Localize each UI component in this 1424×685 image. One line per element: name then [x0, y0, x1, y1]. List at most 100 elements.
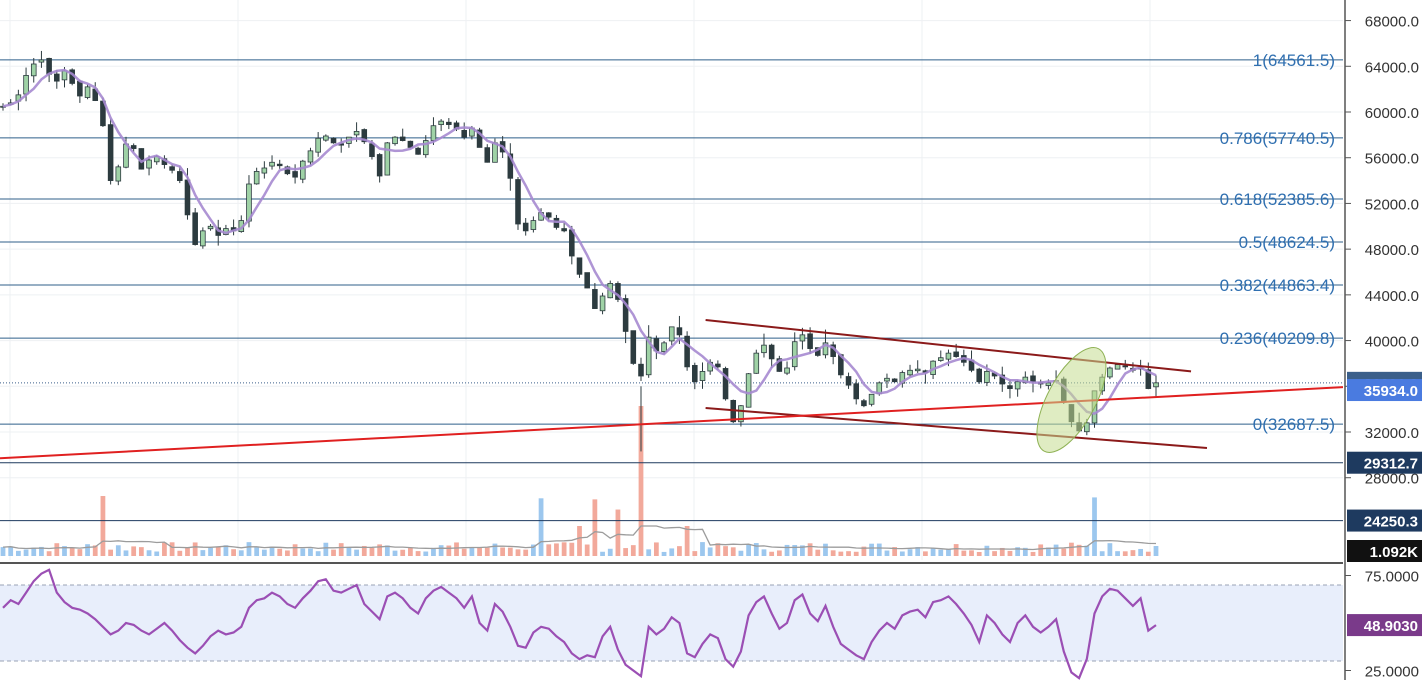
- candle-body: [853, 383, 860, 400]
- candle-body: [315, 137, 321, 153]
- trendline-support: [0, 386, 1344, 460]
- candle-body: [507, 153, 514, 179]
- volume-bar: [46, 551, 52, 556]
- volume-bar: [715, 543, 721, 556]
- fib-label: 0.786(57740.5): [1220, 129, 1335, 148]
- volume-bar: [338, 543, 344, 556]
- volume-bar: [761, 549, 767, 556]
- rsi-value-badge: 48.9030: [1364, 618, 1418, 635]
- volume-bar: [108, 549, 113, 556]
- volume-bar: [1099, 551, 1105, 556]
- volume-bar: [907, 549, 913, 556]
- candle-body: [415, 147, 421, 155]
- volume-bar: [607, 548, 613, 556]
- price-axis[interactable]: 68000.0 64000.0 60000.0 56000.0 52000.0 48000…: [1343, 0, 1424, 681]
- volume-bar: [684, 526, 690, 556]
- trendline-price-badge: 35934.0: [1364, 383, 1418, 400]
- volume-bar: [438, 545, 444, 556]
- volume-bar: [238, 550, 244, 556]
- horizontal-levels[interactable]: [0, 382, 1343, 522]
- candle-body: [937, 357, 944, 361]
- volume-bar: [31, 547, 37, 556]
- candle-body: [630, 330, 637, 364]
- candle-body: [1122, 365, 1129, 368]
- candle-body: [999, 374, 1006, 385]
- volume-bar: [577, 526, 582, 556]
- candle-body: [692, 365, 698, 383]
- volume-bar: [807, 543, 813, 556]
- candle-body: [799, 334, 806, 342]
- candle-body: [561, 228, 567, 232]
- grid: [0, 0, 1424, 564]
- candle-body: [891, 378, 898, 383]
- volume-bar: [899, 551, 905, 556]
- trendlines[interactable]: [0, 319, 1344, 460]
- candle-body: [1107, 367, 1113, 378]
- volume-bar: [0, 547, 6, 556]
- rsi-line: [2, 568, 1157, 680]
- volume-bar: [523, 549, 529, 556]
- fib-label: 1(64561.5): [1253, 51, 1335, 70]
- candle-body: [146, 159, 152, 169]
- volume-bar: [730, 547, 736, 556]
- volume-bar: [62, 546, 67, 556]
- volume-bar: [177, 550, 183, 556]
- candle-body: [976, 368, 982, 383]
- candle-body: [984, 371, 990, 383]
- volume-bar: [992, 551, 997, 556]
- axis-tick-label: 40000.0: [1365, 334, 1419, 351]
- volume-bar: [769, 551, 775, 556]
- candle-body: [1007, 385, 1013, 389]
- candle-body: [791, 341, 798, 368]
- axis-background: [1343, 0, 1424, 680]
- candle-body: [253, 171, 260, 185]
- volume-bar: [969, 550, 974, 556]
- volume-bar: [200, 550, 206, 556]
- fib-label: 0.382(44863.4): [1220, 276, 1335, 295]
- volume-bar: [507, 547, 513, 556]
- volume-bar: [8, 546, 14, 556]
- fib-label: 0(32687.5): [1253, 415, 1335, 434]
- volume-bar: [162, 542, 167, 556]
- candle-body: [207, 225, 214, 230]
- volume-bar: [1092, 497, 1097, 556]
- volume-bar: [315, 551, 321, 556]
- volume-bar: [285, 550, 290, 556]
- volume-bar: [669, 548, 675, 556]
- volume-bar: [646, 549, 652, 556]
- candle-body: [761, 344, 767, 354]
- volume-bar: [85, 544, 90, 556]
- volume-bar: [561, 542, 567, 556]
- volume-bar: [492, 543, 498, 556]
- volume-bar: [77, 549, 83, 556]
- axis-tick-label: 68000.0: [1365, 14, 1419, 31]
- volume-bar: [346, 547, 352, 556]
- volume-bar: [554, 543, 559, 556]
- volume-bar: [1115, 551, 1120, 556]
- volume-bar: [738, 550, 744, 556]
- candle-body: [261, 167, 268, 174]
- axis-tick-label: 60000.0: [1365, 105, 1419, 122]
- volume-bar: [331, 549, 336, 556]
- candle-body: [192, 212, 198, 245]
- candle-body: [599, 295, 606, 312]
- axis-tick-label: 32000.0: [1365, 425, 1419, 442]
- volume-bar: [961, 550, 967, 556]
- volume-bar: [884, 550, 890, 556]
- volume-bar: [823, 543, 828, 556]
- volume-bar: [746, 544, 751, 556]
- volume-bar: [223, 545, 229, 556]
- volume-bar: [999, 547, 1005, 556]
- candle-body: [907, 369, 913, 376]
- volume-bar: [1076, 544, 1082, 556]
- fib-label: 0.5(48624.5): [1239, 233, 1335, 252]
- highlight-ellipse[interactable]: [1023, 338, 1120, 463]
- trendline-upper: [705, 319, 1192, 373]
- candle-body: [738, 405, 744, 423]
- volume-bar: [592, 499, 598, 556]
- volume-bar: [400, 549, 406, 556]
- volume-bar: [1007, 550, 1013, 556]
- candle-body: [668, 326, 675, 342]
